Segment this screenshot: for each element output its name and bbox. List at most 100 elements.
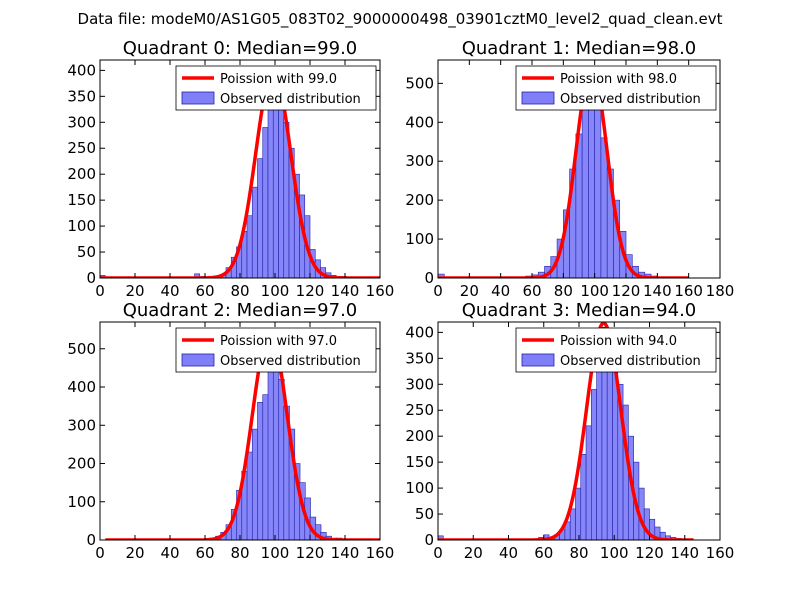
x-tick-label: 100	[580, 282, 609, 300]
legend-bar-swatch	[521, 91, 555, 105]
legend-bar-label: Observed distribution	[220, 92, 361, 107]
x-tick-label: 60	[195, 544, 214, 562]
legend: Poission with 99.0 Observed distribution	[175, 65, 377, 111]
legend-bar-label: Observed distribution	[560, 354, 701, 369]
x-tick-label: 40	[160, 544, 179, 562]
histogram-bar	[596, 352, 603, 540]
histogram-bar	[594, 83, 602, 278]
x-tick-label: 160	[706, 544, 735, 562]
subplot-title: Quadrant 1: Median=98.0	[462, 38, 697, 59]
x-tick-label: 120	[296, 544, 325, 562]
y-tick-label: 100	[67, 493, 96, 511]
histogram-bar	[591, 389, 597, 540]
x-tick-label: 160	[674, 282, 703, 300]
x-tick-label: 40	[160, 282, 179, 300]
legend-bar-swatch	[181, 353, 215, 367]
x-tick-label: 60	[522, 282, 541, 300]
x-tick-label: 180	[706, 282, 735, 300]
legend-bar-label: Observed distribution	[220, 354, 361, 369]
y-tick-label: 0	[86, 269, 96, 287]
x-tick-label: 140	[670, 544, 699, 562]
axes-frame	[437, 59, 721, 279]
y-tick-label: 200	[405, 427, 434, 445]
histogram-bar	[569, 508, 576, 540]
x-tick-label: 80	[230, 282, 249, 300]
y-tick-label: 0	[86, 531, 96, 549]
histogram-bar	[438, 273, 445, 278]
x-tick-label: 100	[261, 282, 290, 300]
subplot-title: Quadrant 3: Median=94.0	[462, 300, 697, 321]
subplot-quadrant-3: Quadrant 3: Median=94.0 0 20 40 60 80 100 120 14…	[405, 300, 734, 562]
y-tick-label: 100	[405, 230, 434, 248]
x-tick-label: 0	[95, 544, 105, 562]
histogram-bar	[606, 347, 613, 540]
histogram-bar	[257, 402, 264, 540]
y-tick-label: 100	[67, 217, 96, 235]
histogram-bar	[262, 127, 269, 278]
y-tick-label: 300	[405, 152, 434, 170]
y-tick-label: 300	[67, 113, 96, 131]
histogram-bar	[251, 428, 259, 540]
x-tick-label: 80	[554, 282, 573, 300]
legend-line-label: Poission with 99.0	[220, 72, 337, 87]
x-tick-label: 40	[491, 282, 510, 300]
y-tick-label: 200	[67, 165, 96, 183]
histogram-bar	[272, 356, 280, 540]
x-tick-label: 80	[569, 544, 588, 562]
y-tick-label: 400	[405, 113, 434, 131]
y-tick-label: 300	[67, 416, 96, 434]
subplot-quadrant-0: Quadrant 0: Median=99.0 0 20 40 60 80 100 120 14…	[67, 38, 394, 300]
y-tick-label: 250	[67, 139, 96, 157]
histogram-bar	[262, 394, 269, 540]
histogram-bar	[194, 273, 201, 278]
x-tick-label: 120	[296, 282, 325, 300]
x-tick-label: 140	[331, 544, 360, 562]
x-tick-label: 20	[464, 544, 483, 562]
y-tick-label: 200	[405, 191, 434, 209]
y-tick-label: 400	[67, 61, 96, 79]
y-tick-label: 250	[405, 401, 434, 419]
x-tick-label: 120	[635, 544, 664, 562]
legend-line-label: Poission with 98.0	[560, 72, 677, 87]
subplot-title: Quadrant 0: Median=99.0	[123, 38, 358, 59]
legend-line-label: Poission with 94.0	[560, 334, 677, 349]
legend: Poission with 98.0 Observed distribution	[515, 65, 717, 111]
plot-area	[438, 66, 690, 278]
x-tick-label: 0	[95, 282, 105, 300]
x-tick-label: 20	[125, 544, 144, 562]
x-tick-label: 80	[230, 544, 249, 562]
histogram-bar	[278, 379, 285, 540]
figure-suptitle: Data file: modeM0/AS1G05_083T02_90000004…	[78, 10, 723, 29]
y-tick-label: 350	[405, 349, 434, 367]
y-tick-label: 50	[415, 505, 434, 523]
histogram-bar	[278, 101, 285, 278]
x-tick-label: 60	[195, 282, 214, 300]
histogram-bar	[575, 487, 582, 540]
y-tick-label: 350	[67, 87, 96, 105]
histogram-bar	[580, 454, 587, 540]
histogram-bar	[257, 158, 264, 278]
x-tick-label: 40	[499, 544, 518, 562]
y-tick-label: 50	[77, 243, 96, 261]
y-tick-label: 0	[424, 269, 434, 287]
legend: Poission with 97.0 Observed distribution	[175, 327, 377, 373]
poisson-curve	[105, 329, 380, 540]
x-tick-label: 160	[366, 282, 395, 300]
y-tick-label: 0	[424, 531, 434, 549]
histogram-bar	[246, 215, 253, 278]
subplot-quadrant-1: Quadrant 1: Median=98.00 20 40 60 80 100 120 14…	[405, 38, 734, 300]
histogram-bar	[251, 186, 258, 278]
x-tick-label: 0	[433, 282, 443, 300]
x-tick-label: 20	[460, 282, 479, 300]
histogram-bar	[581, 90, 589, 278]
x-tick-label: 100	[600, 544, 629, 562]
legend-line-label: Poission with 97.0	[220, 334, 337, 349]
histogram-bar	[585, 425, 592, 540]
x-tick-label: 140	[331, 282, 360, 300]
y-tick-label: 400	[405, 323, 434, 341]
x-tick-label: 120	[612, 282, 641, 300]
histogram-bar	[600, 137, 608, 278]
legend-bar-swatch	[181, 91, 215, 105]
x-tick-label: 20	[125, 282, 144, 300]
